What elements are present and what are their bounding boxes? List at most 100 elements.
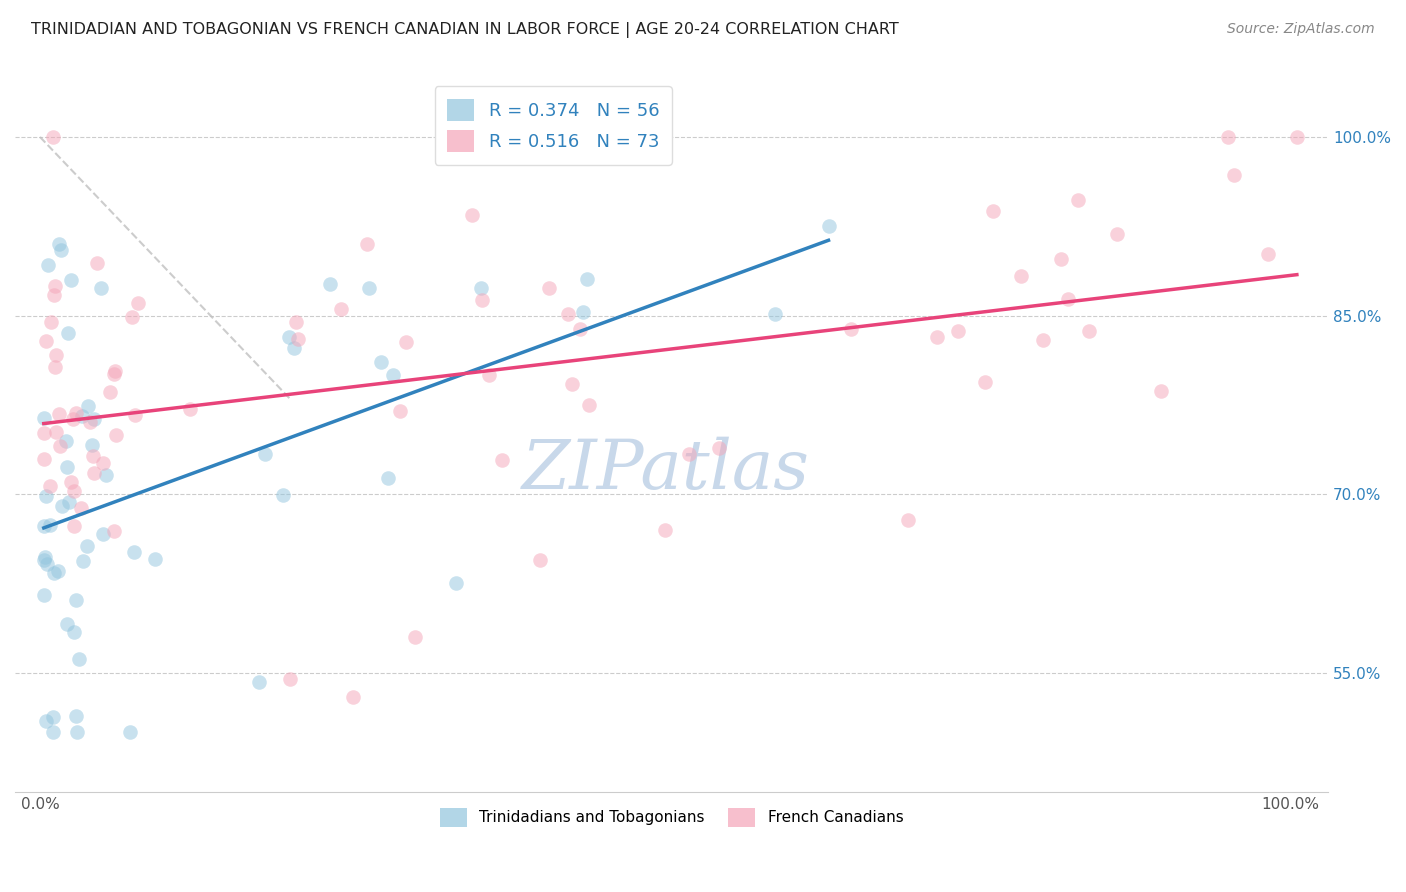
Point bbox=[122, 545, 145, 559]
Point bbox=[42, 288, 65, 302]
Point bbox=[478, 368, 501, 383]
Point bbox=[1222, 168, 1244, 182]
Point bbox=[51, 243, 73, 257]
Point bbox=[56, 326, 79, 340]
Point bbox=[34, 550, 56, 565]
Point bbox=[278, 672, 301, 686]
Point bbox=[247, 675, 270, 690]
Point bbox=[253, 447, 276, 461]
Point bbox=[69, 652, 91, 666]
Point bbox=[35, 557, 58, 571]
Point bbox=[32, 452, 55, 467]
Point bbox=[83, 412, 105, 426]
Point bbox=[59, 475, 82, 489]
Point bbox=[817, 219, 839, 233]
Point bbox=[93, 456, 115, 470]
Point bbox=[404, 630, 426, 644]
Point bbox=[529, 553, 551, 567]
Point bbox=[35, 334, 58, 348]
Point bbox=[1067, 193, 1090, 207]
Point bbox=[76, 539, 98, 553]
Point bbox=[70, 409, 93, 423]
Point bbox=[118, 725, 141, 739]
Point bbox=[37, 258, 59, 272]
Point bbox=[678, 447, 700, 461]
Point bbox=[763, 307, 786, 321]
Point bbox=[491, 453, 513, 467]
Point bbox=[98, 384, 121, 399]
Text: TRINIDADIAN AND TOBAGONIAN VS FRENCH CANADIAN IN LABOR FORCE | AGE 20-24 CORRELA: TRINIDADIAN AND TOBAGONIAN VS FRENCH CAN… bbox=[31, 22, 898, 38]
Point bbox=[77, 400, 100, 414]
Point bbox=[42, 725, 65, 739]
Point bbox=[1257, 247, 1279, 261]
Point bbox=[287, 333, 309, 347]
Point bbox=[32, 553, 55, 567]
Point bbox=[537, 280, 560, 294]
Point bbox=[63, 519, 86, 533]
Point bbox=[974, 375, 997, 389]
Point bbox=[41, 130, 63, 145]
Point bbox=[557, 307, 579, 321]
Point bbox=[1078, 324, 1101, 338]
Point bbox=[63, 625, 86, 640]
Point bbox=[65, 709, 87, 723]
Point bbox=[51, 499, 73, 513]
Text: ZIPatlas: ZIPatlas bbox=[522, 437, 810, 504]
Point bbox=[359, 281, 381, 295]
Point bbox=[179, 401, 201, 416]
Point bbox=[104, 363, 127, 377]
Point bbox=[38, 479, 60, 493]
Point bbox=[65, 406, 87, 420]
Point bbox=[56, 460, 79, 475]
Point bbox=[80, 438, 103, 452]
Point bbox=[46, 564, 69, 578]
Point bbox=[44, 360, 66, 375]
Point bbox=[70, 500, 93, 515]
Point bbox=[82, 449, 104, 463]
Point bbox=[32, 588, 55, 602]
Point bbox=[45, 347, 67, 361]
Point bbox=[35, 489, 58, 503]
Point bbox=[65, 593, 87, 607]
Point bbox=[948, 324, 970, 338]
Point bbox=[56, 617, 79, 632]
Point bbox=[896, 513, 918, 527]
Point bbox=[83, 466, 105, 480]
Point bbox=[277, 330, 299, 344]
Point bbox=[576, 272, 599, 286]
Point bbox=[55, 434, 77, 449]
Point bbox=[1216, 130, 1239, 145]
Point bbox=[707, 441, 730, 455]
Point bbox=[1050, 252, 1073, 267]
Point bbox=[271, 488, 294, 502]
Point bbox=[568, 322, 591, 336]
Point bbox=[981, 204, 1004, 219]
Point bbox=[389, 404, 412, 418]
Point bbox=[124, 408, 146, 422]
Point bbox=[925, 330, 948, 344]
Point bbox=[60, 273, 83, 287]
Point bbox=[39, 315, 62, 329]
Point bbox=[127, 296, 149, 310]
Point bbox=[370, 355, 392, 369]
Point bbox=[578, 398, 600, 412]
Point bbox=[58, 495, 80, 509]
Point bbox=[319, 277, 342, 291]
Point bbox=[49, 439, 72, 453]
Point bbox=[561, 376, 583, 391]
Point bbox=[103, 524, 125, 539]
Point bbox=[62, 412, 84, 426]
Point bbox=[72, 554, 94, 568]
Point bbox=[654, 523, 676, 537]
Legend: Trinidadians and Tobagonians, French Canadians: Trinidadians and Tobagonians, French Can… bbox=[432, 800, 911, 834]
Point bbox=[32, 425, 55, 440]
Point bbox=[79, 416, 101, 430]
Point bbox=[44, 279, 66, 293]
Point bbox=[283, 341, 305, 355]
Point bbox=[1057, 292, 1080, 306]
Point bbox=[44, 566, 66, 581]
Point bbox=[444, 575, 467, 590]
Point bbox=[471, 293, 494, 308]
Point bbox=[1032, 333, 1054, 347]
Point bbox=[1010, 268, 1032, 283]
